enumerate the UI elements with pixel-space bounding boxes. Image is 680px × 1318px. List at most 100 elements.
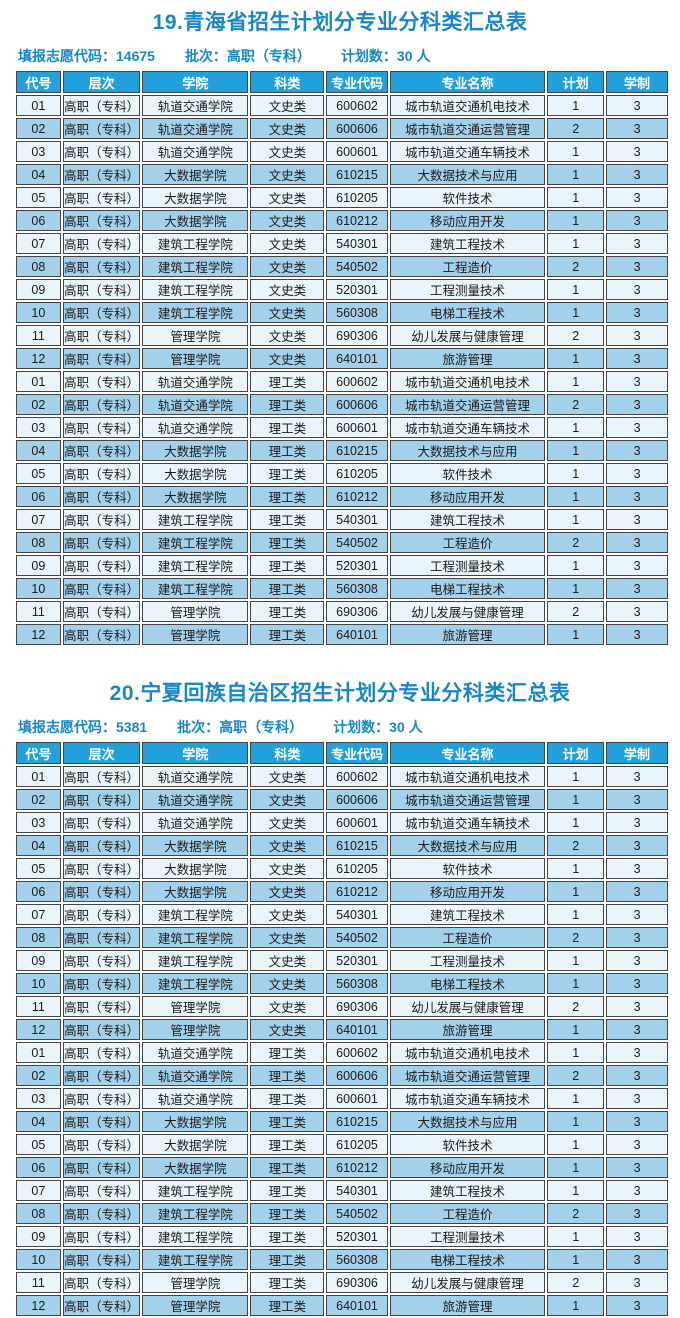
- table-cell: 3: [606, 1088, 668, 1109]
- table-cell: 610205: [326, 1134, 388, 1155]
- table-cell: 560308: [326, 302, 388, 323]
- table-row: 03 高职（专科） 轨道交通学院 文史类 600601 城市轨道交通车辆技术 1 3: [16, 141, 668, 162]
- table-row: 08 高职（专科） 建筑工程学院 理工类 540502 工程造价 2 3: [16, 532, 668, 553]
- table-cell: 幼儿发展与健康管理: [389, 1272, 546, 1293]
- table-row: 02 高职（专科） 轨道交通学院 文史类 600606 城市轨道交通运营管理 1 3: [16, 789, 668, 810]
- table-cell: 文史类: [250, 973, 325, 994]
- table-cell: 10: [16, 973, 61, 994]
- table-cell: 高职（专科）: [62, 348, 141, 369]
- column-header: 代号: [16, 71, 61, 93]
- table-cell: 理工类: [250, 1180, 325, 1201]
- table-cell: 理工类: [250, 1065, 325, 1086]
- table-cell: 理工类: [250, 1203, 325, 1224]
- table-cell: 3: [606, 950, 668, 971]
- table-cell: 理工类: [250, 624, 325, 645]
- table-cell: 3: [606, 141, 668, 162]
- section-title: 19.青海省招生计划分专业分科类汇总表: [152, 11, 528, 34]
- table-cell: 3: [606, 118, 668, 139]
- table-row: 10 高职（专科） 建筑工程学院 理工类 560308 电梯工程技术 1 3: [16, 578, 668, 599]
- table-cell: 03: [16, 1088, 61, 1109]
- table-cell: 工程测量技术: [389, 950, 546, 971]
- table-cell: 1: [547, 950, 605, 971]
- table-cell: 3: [606, 1019, 668, 1040]
- summary-table: 代号 层次 学院 科类 专业代码 专业名称 计划 学制 01 高职（专科） 轨道交通学院 文史类 60…: [14, 740, 670, 1318]
- table-cell: 高职（专科）: [62, 835, 141, 856]
- table-row: 10 高职（专科） 建筑工程学院 文史类 560308 电梯工程技术 1 3: [16, 973, 668, 994]
- table-cell: 建筑工程学院: [142, 904, 249, 925]
- table-cell: 移动应用开发: [389, 1157, 546, 1178]
- table-cell: 工程测量技术: [389, 1226, 546, 1247]
- table-cell: 高职（专科）: [62, 440, 141, 461]
- table-row: 10 高职（专科） 建筑工程学院 理工类 560308 电梯工程技术 1 3: [16, 1249, 668, 1270]
- table-cell: 09: [16, 1226, 61, 1247]
- table-cell: 轨道交通学院: [142, 95, 249, 116]
- table-cell: 高职（专科）: [62, 766, 141, 787]
- table-cell: 540502: [326, 927, 388, 948]
- table-cell: 1: [547, 1088, 605, 1109]
- section-title: 20.宁夏回族自治区招生计划分专业分科类汇总表: [109, 682, 571, 705]
- table-cell: 电梯工程技术: [389, 1249, 546, 1270]
- table-row: 04 高职（专科） 大数据学院 文史类 610215 大数据技术与应用 1 3: [16, 164, 668, 185]
- table-cell: 文史类: [250, 858, 325, 879]
- table-cell: 高职（专科）: [62, 187, 141, 208]
- table-cell: 08: [16, 1203, 61, 1224]
- table-row: 11 高职（专科） 管理学院 理工类 690306 幼儿发展与健康管理 2 3: [16, 1272, 668, 1293]
- table-cell: 城市轨道交通运营管理: [389, 1065, 546, 1086]
- table-cell: 建筑工程学院: [142, 279, 249, 300]
- table-cell: 2: [547, 325, 605, 346]
- table-cell: 建筑工程技术: [389, 233, 546, 254]
- table-cell: 04: [16, 1111, 61, 1132]
- table-cell: 软件技术: [389, 1134, 546, 1155]
- table-cell: 3: [606, 1180, 668, 1201]
- table-cell: 520301: [326, 279, 388, 300]
- column-header: 计划: [547, 71, 605, 93]
- table-cell: 工程造价: [389, 532, 546, 553]
- table-cell: 1: [547, 1157, 605, 1178]
- table-cell: 1: [547, 1111, 605, 1132]
- table-cell: 1: [547, 1295, 605, 1316]
- table-cell: 3: [606, 1111, 668, 1132]
- table-cell: 1: [547, 348, 605, 369]
- table-cell: 05: [16, 187, 61, 208]
- table-cell: 1: [547, 279, 605, 300]
- table-cell: 1: [547, 812, 605, 833]
- table-cell: 高职（专科）: [62, 1272, 141, 1293]
- table-cell: 工程造价: [389, 256, 546, 277]
- header-row: 代号 层次 学院 科类 专业代码 专业名称 计划 学制: [16, 742, 668, 764]
- table-cell: 600601: [326, 141, 388, 162]
- table-cell: 大数据学院: [142, 1111, 249, 1132]
- table-cell: 1: [547, 233, 605, 254]
- table-cell: 560308: [326, 1249, 388, 1270]
- table-cell: 轨道交通学院: [142, 1042, 249, 1063]
- table-cell: 04: [16, 164, 61, 185]
- table-cell: 高职（专科）: [62, 1019, 141, 1040]
- table-cell: 1: [547, 187, 605, 208]
- table-cell: 1: [547, 417, 605, 438]
- table-cell: 文史类: [250, 904, 325, 925]
- table-cell: 高职（专科）: [62, 1042, 141, 1063]
- table-cell: 03: [16, 141, 61, 162]
- table-cell: 高职（专科）: [62, 210, 141, 231]
- table-body: 01 高职（专科） 轨道交通学院 文史类 600602 城市轨道交通机电技术 1 3 02 高职（…: [16, 766, 668, 1316]
- table-row: 07 高职（专科） 建筑工程学院 理工类 540301 建筑工程技术 1 3: [16, 1180, 668, 1201]
- column-header: 学院: [142, 742, 249, 764]
- table-cell: 高职（专科）: [62, 904, 141, 925]
- table-cell: 600606: [326, 789, 388, 810]
- table-cell: 06: [16, 881, 61, 902]
- table-cell: 高职（专科）: [62, 1134, 141, 1155]
- table-row: 03 高职（专科） 轨道交通学院 理工类 600601 城市轨道交通车辆技术 1 3: [16, 417, 668, 438]
- table-cell: 高职（专科）: [62, 256, 141, 277]
- table-cell: 理工类: [250, 1226, 325, 1247]
- table-cell: 610205: [326, 858, 388, 879]
- table-cell: 3: [606, 463, 668, 484]
- table-cell: 高职（专科）: [62, 601, 141, 622]
- table-cell: 07: [16, 1180, 61, 1201]
- table-cell: 文史类: [250, 325, 325, 346]
- table-cell: 3: [606, 555, 668, 576]
- table-cell: 560308: [326, 578, 388, 599]
- table-cell: 工程造价: [389, 927, 546, 948]
- table-cell: 560308: [326, 973, 388, 994]
- table-cell: 09: [16, 555, 61, 576]
- table-cell: 09: [16, 950, 61, 971]
